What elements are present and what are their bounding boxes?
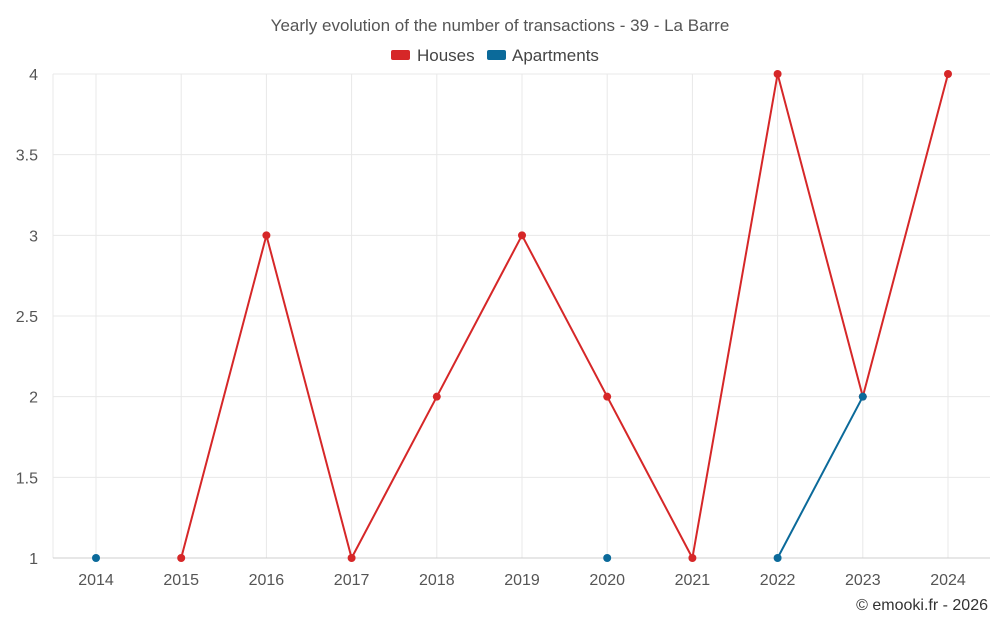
data-point-houses-2020[interactable]	[603, 392, 612, 401]
series-line-segment-apartments	[776, 395, 864, 559]
series-line-segment-houses	[521, 234, 609, 398]
series-line-segment-houses	[691, 73, 779, 559]
data-point-houses-2021[interactable]	[688, 554, 697, 562]
y-axis: 1 1.5 2 2.5 3 3.5 4	[16, 67, 54, 568]
series-line-segment-houses	[180, 234, 268, 559]
x-tick-label: 2018	[419, 572, 455, 589]
x-tick-label: 2017	[334, 572, 370, 589]
x-tick-label: 2014	[78, 572, 114, 589]
data-point-houses-2016[interactable]	[262, 231, 271, 240]
legend-label-houses: Houses	[417, 46, 475, 65]
data-point-houses-2018[interactable]	[432, 392, 441, 401]
series-apartments	[92, 392, 867, 562]
legend-item-houses[interactable]: Houses	[391, 46, 475, 65]
legend-swatch-apartments	[487, 50, 506, 60]
data-point-houses-2024[interactable]	[944, 70, 952, 78]
legend: Houses Apartments	[391, 46, 599, 65]
data-point-houses-2022[interactable]	[773, 70, 782, 78]
series	[92, 70, 952, 562]
x-tick-label: 2015	[163, 572, 199, 589]
x-tick-label: 2020	[589, 572, 625, 589]
series-line-segment-houses	[435, 234, 523, 398]
gridlines	[53, 73, 990, 559]
series-line-segment-houses	[265, 234, 353, 559]
y-tick-label: 2	[29, 390, 38, 407]
data-point-houses-2019[interactable]	[518, 231, 526, 240]
series-line-segment-houses	[776, 73, 864, 398]
x-axis: 2014 2015 2016 2017 2018 2019 2020 2021 2022 2023…	[53, 557, 990, 589]
x-tick-label: 2022	[760, 572, 796, 589]
legend-label-apartments: Apartments	[512, 46, 599, 65]
x-tick-label: 2016	[249, 572, 285, 589]
series-line-segment-houses	[861, 73, 949, 398]
y-tick-label: 2.5	[16, 309, 38, 326]
chart-title: Yearly evolution of the number of transa…	[271, 16, 730, 35]
y-tick-label: 1.5	[16, 470, 38, 487]
x-tick-label: 2024	[930, 572, 966, 589]
x-tick-label: 2023	[845, 572, 881, 589]
y-tick-label: 4	[29, 67, 38, 84]
legend-swatch-houses	[391, 50, 410, 60]
y-tick-label: 1	[29, 551, 38, 568]
series-line-segment-houses	[350, 395, 438, 559]
y-tick-label: 3	[29, 228, 38, 245]
data-point-apartments-2020[interactable]	[603, 554, 612, 562]
data-point-apartments-2014[interactable]	[92, 554, 100, 562]
data-point-apartments-2023[interactable]	[858, 392, 867, 401]
x-tick-label: 2019	[504, 572, 540, 589]
series-houses	[177, 70, 952, 562]
data-point-houses-2017[interactable]	[347, 554, 356, 562]
y-tick-label: 3.5	[16, 148, 38, 165]
x-tick-label: 2021	[675, 572, 711, 589]
data-point-houses-2015[interactable]	[177, 554, 186, 562]
data-point-apartments-2022[interactable]	[773, 554, 782, 562]
series-line-segment-houses	[606, 395, 694, 559]
legend-item-apartments[interactable]: Apartments	[487, 46, 599, 65]
credit-text: © emooki.fr - 2026	[856, 597, 988, 614]
